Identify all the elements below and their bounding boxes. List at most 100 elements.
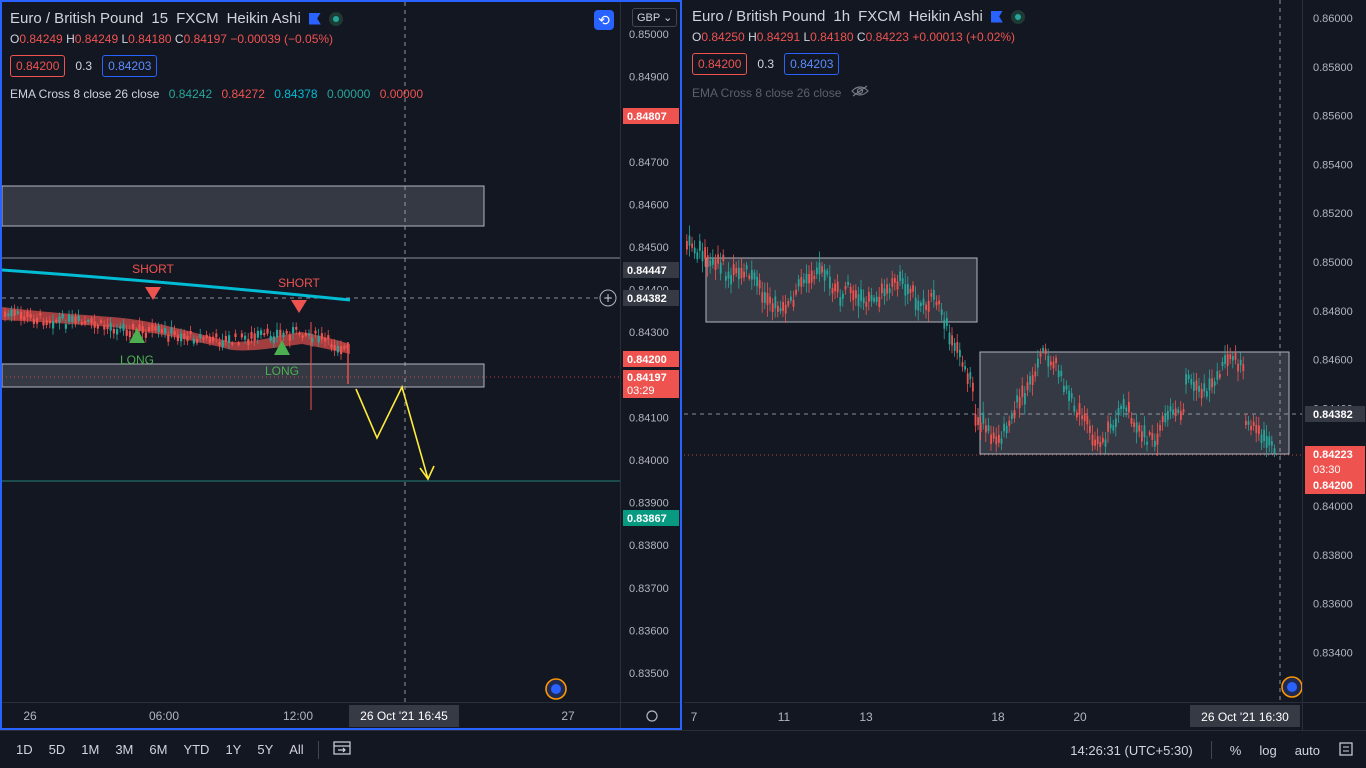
candle-body bbox=[80, 322, 83, 325]
price-tag-crosshair-bg bbox=[1305, 406, 1365, 422]
range-1m[interactable]: 1M bbox=[81, 742, 100, 757]
candle-body bbox=[831, 288, 834, 294]
candle-body bbox=[292, 327, 295, 334]
range-3m[interactable]: 3M bbox=[115, 742, 134, 757]
range-1y[interactable]: 1Y bbox=[225, 742, 242, 757]
candle-body bbox=[873, 297, 875, 302]
candle-body bbox=[1008, 420, 1011, 426]
candle-body bbox=[1195, 380, 1198, 391]
range-5d[interactable]: 5D bbox=[48, 742, 66, 757]
range-ytd[interactable]: YTD bbox=[183, 742, 210, 757]
candle-body bbox=[116, 329, 119, 335]
price-tag-last-bg bbox=[623, 370, 679, 398]
candle-body bbox=[875, 296, 878, 302]
short-signal-label: SHORT bbox=[278, 276, 320, 290]
price-tag-crosshair: 0.84382 bbox=[1313, 409, 1353, 421]
right-plot-area[interactable] bbox=[684, 0, 1302, 702]
candle-body bbox=[985, 425, 987, 433]
candle-body bbox=[748, 275, 751, 279]
right-indicator-legend[interactable]: EMA Cross 8 close 26 close bbox=[692, 85, 869, 100]
candle-body bbox=[10, 309, 13, 317]
candle-body bbox=[979, 422, 982, 433]
candle-body bbox=[904, 284, 907, 296]
candle-body bbox=[706, 255, 709, 268]
candle-body bbox=[865, 301, 868, 307]
candle-body bbox=[761, 292, 764, 303]
right-price-axis-canvas: 0.86000 0.85800 0.85600 0.85400 0.85200 0.850… bbox=[1305, 13, 1365, 659]
candle-body bbox=[1229, 354, 1232, 360]
settings-icon[interactable] bbox=[1338, 741, 1354, 760]
price-tick-label: 0.84800 bbox=[1313, 306, 1353, 318]
candle-body bbox=[1260, 434, 1263, 444]
candle-body bbox=[285, 331, 288, 334]
percent-toggle[interactable]: % bbox=[1229, 742, 1242, 758]
price-tick-label: 0.84500 bbox=[629, 242, 669, 254]
sell-price-button[interactable]: 0.84200 bbox=[10, 55, 66, 77]
candle-body bbox=[333, 345, 336, 351]
sync-icon[interactable]: ⟲ bbox=[594, 10, 614, 30]
symbol-name: Euro / British Pound bbox=[692, 8, 826, 25]
candle-body bbox=[263, 333, 266, 336]
candle-body bbox=[1047, 355, 1050, 367]
left-chart-canvas[interactable]: SHORT SHORT LONG LONG + bbox=[2, 2, 620, 702]
candle-body bbox=[995, 436, 998, 445]
price-tag-low-bg bbox=[623, 510, 679, 526]
price-tick-label: 0.85600 bbox=[1313, 111, 1353, 123]
candle-body bbox=[282, 332, 285, 337]
price-tag-ema-bg bbox=[623, 262, 679, 278]
candle-body bbox=[1076, 412, 1078, 418]
range-5y[interactable]: 5Y bbox=[257, 742, 274, 757]
flag-icon[interactable] bbox=[308, 12, 321, 25]
sell-price-button[interactable]: 0.84200 bbox=[692, 53, 748, 75]
right-symbol-title[interactable]: Euro / British Pound 1h FXCM Heikin Ashi bbox=[692, 8, 1025, 25]
range-6m[interactable]: 6M bbox=[149, 742, 168, 757]
candle-body bbox=[878, 296, 881, 307]
left-symbol-title[interactable]: Euro / British Pound 15 FXCM Heikin Ashi bbox=[10, 10, 343, 27]
price-tag-ema: 0.84447 bbox=[627, 265, 667, 277]
candle-body bbox=[966, 373, 969, 384]
auto-toggle[interactable]: auto bbox=[1294, 742, 1320, 758]
buy-price-button[interactable]: 0.84203 bbox=[102, 55, 158, 77]
left-time-axis[interactable]: 26 06:00 12:00 27 26 Oct '21 16:45 bbox=[2, 702, 680, 728]
candle-body bbox=[1109, 423, 1112, 429]
candle-body bbox=[13, 309, 16, 316]
buy-price-button[interactable]: 0.84203 bbox=[784, 53, 840, 75]
right-time-axis[interactable]: 7 11 13 18 20 26 Oct '21 16:30 bbox=[684, 702, 1366, 730]
candle-body bbox=[808, 273, 810, 284]
candle-body bbox=[228, 335, 231, 343]
candle-body bbox=[847, 281, 849, 286]
price-tag-bid-bg bbox=[623, 351, 679, 367]
candle-body bbox=[199, 334, 202, 339]
candle-body bbox=[151, 324, 154, 331]
left-chart-pane[interactable]: SHORT SHORT LONG LONG + 0.85000 0.84900 0.8480… bbox=[0, 0, 682, 730]
candle-body bbox=[974, 414, 977, 426]
range-all[interactable]: All bbox=[289, 742, 304, 757]
date-range-icon[interactable] bbox=[333, 740, 351, 759]
log-toggle[interactable]: log bbox=[1259, 742, 1277, 758]
currency-button[interactable]: GBP ⌄ bbox=[632, 8, 678, 27]
candle-body bbox=[959, 349, 961, 358]
candle-body bbox=[1018, 396, 1021, 409]
interval: 15 bbox=[151, 10, 169, 27]
left-plot-area[interactable]: SHORT SHORT LONG LONG + bbox=[2, 2, 620, 702]
right-chart-pane[interactable]: 0.86000 0.85800 0.85600 0.85400 0.85200 0.850… bbox=[684, 0, 1366, 730]
left-indicator-legend[interactable]: EMA Cross 8 close 26 close 0.84242 0.842… bbox=[10, 87, 424, 101]
right-price-axis[interactable]: 0.86000 0.85800 0.85600 0.85400 0.85200 0.850… bbox=[1302, 0, 1366, 730]
candle-body bbox=[52, 320, 55, 329]
candle-body bbox=[777, 305, 779, 312]
right-chart-canvas[interactable] bbox=[684, 0, 1302, 702]
candle-body bbox=[84, 320, 87, 325]
left-price-axis[interactable]: 0.850000.849000.848000.847000.846000.845… bbox=[620, 2, 682, 728]
candle-body bbox=[55, 319, 58, 323]
candle-body bbox=[58, 316, 61, 323]
candle-body bbox=[1107, 421, 1109, 432]
candle-body bbox=[29, 313, 32, 318]
eye-hidden-icon[interactable] bbox=[850, 85, 869, 100]
range-1d[interactable]: 1D bbox=[16, 742, 33, 757]
flag-icon[interactable] bbox=[990, 10, 1003, 23]
clock[interactable]: 14:26:31 (UTC+5:30) bbox=[1070, 742, 1193, 758]
candle-body bbox=[128, 331, 131, 338]
price-tick-label: 0.85200 bbox=[1313, 208, 1353, 220]
candle-body bbox=[977, 417, 979, 425]
price-tick-label: 0.86000 bbox=[1313, 13, 1353, 25]
